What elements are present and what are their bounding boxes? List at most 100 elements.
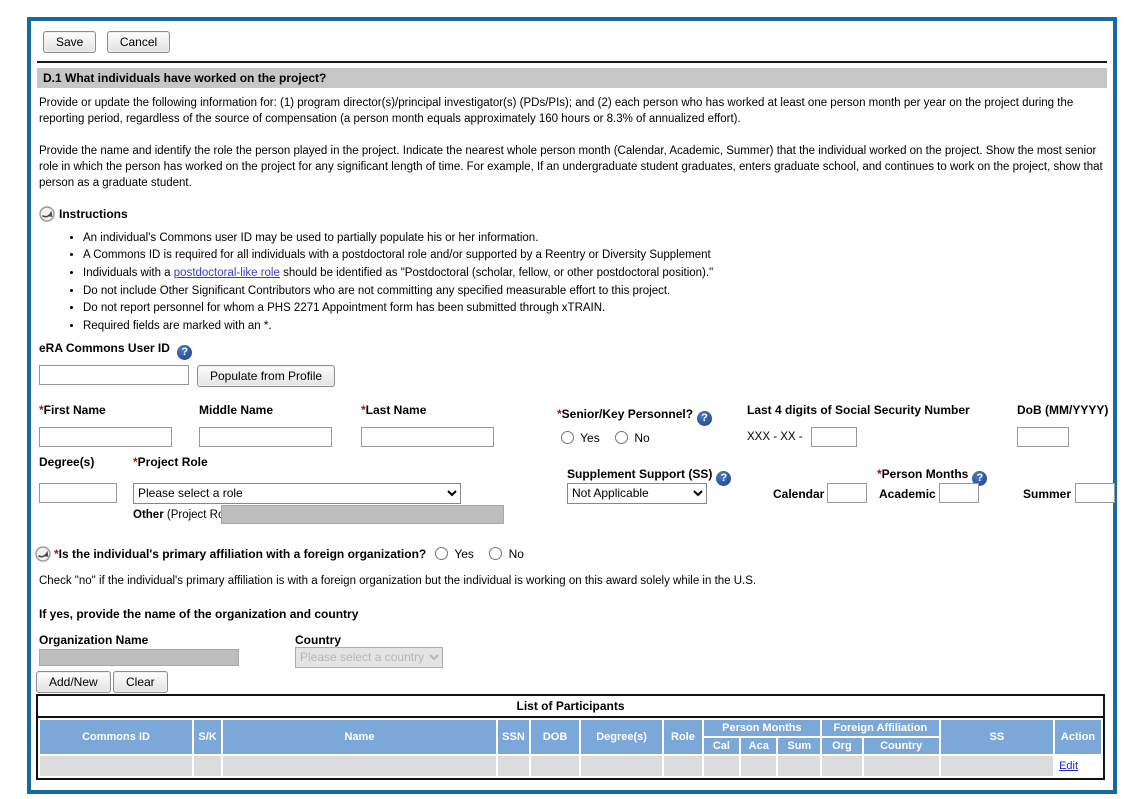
academic-input[interactable] — [939, 482, 979, 503]
organization-name-input — [39, 648, 239, 666]
senior-key-label: Senior/Key Personnel? — [561, 406, 694, 421]
degrees-input[interactable] — [39, 482, 117, 503]
foreign-note: Check "no" if the individual's primary a… — [39, 574, 757, 587]
bullet-text: should be identified as "Postdoctoral (s… — [279, 266, 714, 279]
participants-table: List of Participants Commons ID S/K Name… — [36, 693, 1105, 780]
instructions-toggle-icon[interactable] — [39, 205, 55, 222]
supplement-select[interactable]: Not Applicable — [567, 482, 707, 504]
instruction-bullet: Do not include Other Significant Contrib… — [83, 283, 1113, 300]
project-role-select[interactable]: Please select a role — [133, 482, 461, 504]
senior-key-no-label: No — [634, 430, 650, 445]
col-degrees: Degree(s) — [581, 719, 663, 754]
instructions-title: Instructions — [59, 206, 128, 221]
dob-label: DoB (MM/YYYY) — [1017, 402, 1109, 417]
instruction-bullet: A Commons ID is required for all individ… — [83, 247, 1113, 264]
cell-cal — [703, 755, 740, 776]
ssn-input[interactable] — [811, 426, 857, 447]
intro-paragraph-2: Provide the name and identify the role t… — [39, 144, 1103, 190]
project-role-label: Project Role — [137, 454, 208, 469]
col-role: Role — [664, 719, 702, 754]
person-months-help-icon[interactable]: ? — [972, 470, 988, 486]
cell-country — [863, 755, 939, 776]
toolbar: Save Cancel — [43, 31, 1113, 53]
degrees-label: Degree(s) — [39, 454, 95, 469]
senior-key-help-icon[interactable]: ? — [697, 410, 713, 426]
first-name-input[interactable] — [39, 426, 172, 447]
senior-key-yes-label: Yes — [580, 430, 600, 445]
cell-ssn — [497, 755, 530, 776]
cell-role — [664, 755, 702, 776]
senior-key-no-radio[interactable] — [615, 430, 629, 444]
col-cal: Cal — [703, 737, 740, 754]
col-person-months-group: Person Months — [703, 719, 821, 736]
instructions-list: An individual's Commons user ID may be u… — [31, 230, 1113, 335]
foreign-yes-label: Yes — [454, 546, 474, 561]
cancel-button[interactable]: Cancel — [106, 31, 171, 53]
instruction-bullet: An individual's Commons user ID may be u… — [83, 230, 1113, 247]
cell-name — [223, 755, 496, 776]
required-asterisk: * — [39, 402, 44, 417]
required-asterisk: * — [361, 402, 366, 417]
required-asterisk: * — [54, 546, 59, 561]
if-yes-heading: If yes, provide the name of the organiza… — [39, 606, 359, 621]
instructions-header: Instructions — [39, 205, 1113, 222]
bullet-text: Individuals with a — [83, 266, 174, 279]
cell-commons-id — [40, 755, 193, 776]
cell-degrees — [581, 755, 663, 776]
foreign-yes-radio[interactable] — [435, 546, 449, 560]
dob-input[interactable] — [1017, 426, 1069, 447]
last-name-input[interactable] — [361, 426, 494, 447]
commons-id-label: eRA Commons User ID — [39, 340, 170, 355]
last-name-label: Last Name — [365, 402, 427, 417]
col-org: Org — [822, 737, 862, 754]
country-label: Country — [295, 632, 341, 647]
content-frame: Save Cancel D.1 What individuals have wo… — [27, 17, 1117, 794]
col-dob: DOB — [531, 719, 579, 754]
required-asterisk: * — [133, 454, 138, 469]
senior-key-yes-radio[interactable] — [561, 430, 574, 444]
first-name-label: First Name — [43, 402, 106, 417]
add-new-button[interactable]: Add/New — [36, 670, 111, 693]
middle-name-input[interactable] — [199, 426, 332, 447]
col-sum: Sum — [778, 737, 821, 754]
commons-id-help-icon[interactable]: ? — [177, 344, 193, 360]
commons-id-input[interactable] — [39, 364, 189, 385]
postdoctoral-like-role-link[interactable]: postdoctoral-like role — [173, 266, 280, 279]
col-foreign-group: Foreign Affiliation — [822, 719, 939, 736]
clear-button[interactable]: Clear — [113, 670, 168, 693]
instruction-bullet: Individuals with a postdoctoral-like rol… — [83, 265, 1113, 282]
other-role-label-suffix: (Project Role) — [163, 508, 238, 521]
col-name: Name — [223, 719, 496, 754]
person-months-label: Person Months — [881, 466, 969, 481]
col-action: Action — [1055, 719, 1101, 754]
save-button[interactable]: Save — [43, 31, 97, 53]
required-asterisk: * — [557, 406, 562, 421]
supplement-label: Supplement Support (SS) — [567, 466, 713, 481]
section-title: D.1 What individuals have worked on the … — [37, 68, 1107, 88]
table-title: List of Participants — [38, 696, 1103, 718]
cell-aca — [741, 755, 777, 776]
foreign-no-label: No — [508, 546, 524, 561]
col-ss: SS — [940, 719, 1054, 754]
foreign-affiliation-label: Is the individual's primary affiliation … — [58, 546, 427, 561]
summer-input[interactable] — [1075, 482, 1115, 503]
cell-ss — [940, 755, 1054, 776]
populate-from-profile-button[interactable]: Populate from Profile — [197, 364, 336, 387]
country-select: Please select a country — [295, 646, 443, 668]
calendar-label: Calendar — [773, 486, 825, 501]
foreign-instructions-icon[interactable] — [35, 545, 51, 562]
cell-sk — [194, 755, 222, 776]
foreign-no-radio[interactable] — [489, 546, 503, 560]
other-role-input — [221, 504, 504, 524]
ssn-prefix: XXX - XX - — [747, 430, 803, 443]
summer-label: Summer — [1023, 486, 1072, 501]
divider — [37, 61, 1107, 63]
edit-link[interactable]: Edit — [1059, 759, 1079, 772]
col-commons-id: Commons ID — [40, 719, 193, 754]
organization-name-label: Organization Name — [39, 632, 149, 647]
col-aca: Aca — [741, 737, 777, 754]
calendar-input[interactable] — [827, 482, 867, 503]
supplement-help-icon[interactable]: ? — [716, 470, 732, 486]
col-ssn: SSN — [497, 719, 530, 754]
other-role-label: Other — [133, 508, 164, 521]
